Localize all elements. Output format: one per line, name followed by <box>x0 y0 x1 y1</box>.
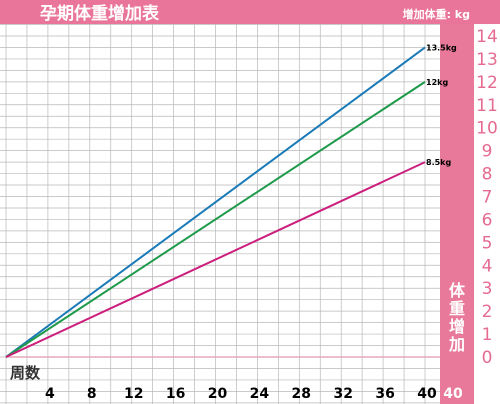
y-axis-label-char: 加 <box>448 335 465 354</box>
header-band <box>0 0 500 24</box>
x-tick-label: 36 <box>375 386 394 402</box>
y-tick-label: 14 <box>476 27 498 47</box>
x-tick-group: 4 8 12 16 20 24 28 32 36 40 40 <box>45 386 463 402</box>
y-tick-label: 3 <box>482 279 493 299</box>
right-margin <box>474 24 500 404</box>
y-tick-label: 6 <box>482 210 493 230</box>
x-tick-label: 12 <box>124 386 143 402</box>
y-tick-label: 5 <box>482 233 493 253</box>
x-tick-label: 4 <box>45 386 55 402</box>
series-line-1 <box>5 46 426 358</box>
x-axis-label: 周数 <box>10 364 41 382</box>
unit-label: 增加体重: kg <box>403 7 470 21</box>
x-tick-label: 32 <box>333 386 352 402</box>
y-tick-label: 8 <box>482 165 493 185</box>
y-axis-label-char: 增 <box>449 317 465 336</box>
x-tick-label: 24 <box>250 386 270 402</box>
y-axis-label-char: 重 <box>449 299 465 318</box>
y-tick-label: 4 <box>482 256 493 276</box>
x-tick-label: 8 <box>87 386 97 402</box>
y-tick-label: 12 <box>476 73 498 93</box>
series-end-label-2: 12kg <box>426 78 448 87</box>
series-line-2 <box>5 81 426 358</box>
y-tick-label: 1 <box>482 325 493 345</box>
y-axis-label: 体重增加 <box>448 281 466 354</box>
y-tick-label: 10 <box>476 119 498 139</box>
chart-title: 孕期体重增加表 <box>40 3 160 24</box>
x-tick-label: 20 <box>208 386 228 402</box>
y-axis-label-char: 体 <box>449 281 466 300</box>
y-tick-label: 7 <box>482 188 493 208</box>
x-tick-label: 40 <box>443 386 463 402</box>
y-tick-label: 2 <box>482 302 493 322</box>
x-tick-label: 28 <box>292 386 311 402</box>
x-tick-label: 40 <box>417 386 437 402</box>
x-tick-label: 16 <box>166 386 185 402</box>
y-axis-panel <box>440 24 474 404</box>
series-line-3 <box>5 161 426 358</box>
y-tick-label: 0 <box>482 348 493 368</box>
series-group: 13.5kg 12kg 8.5kg <box>5 43 457 358</box>
series-end-label-3: 8.5kg <box>426 158 451 167</box>
series-end-label-1: 13.5kg <box>426 43 457 52</box>
y-tick-label: 13 <box>476 50 498 70</box>
y-tick-label: 9 <box>482 142 493 162</box>
y-tick-label: 11 <box>476 96 498 116</box>
